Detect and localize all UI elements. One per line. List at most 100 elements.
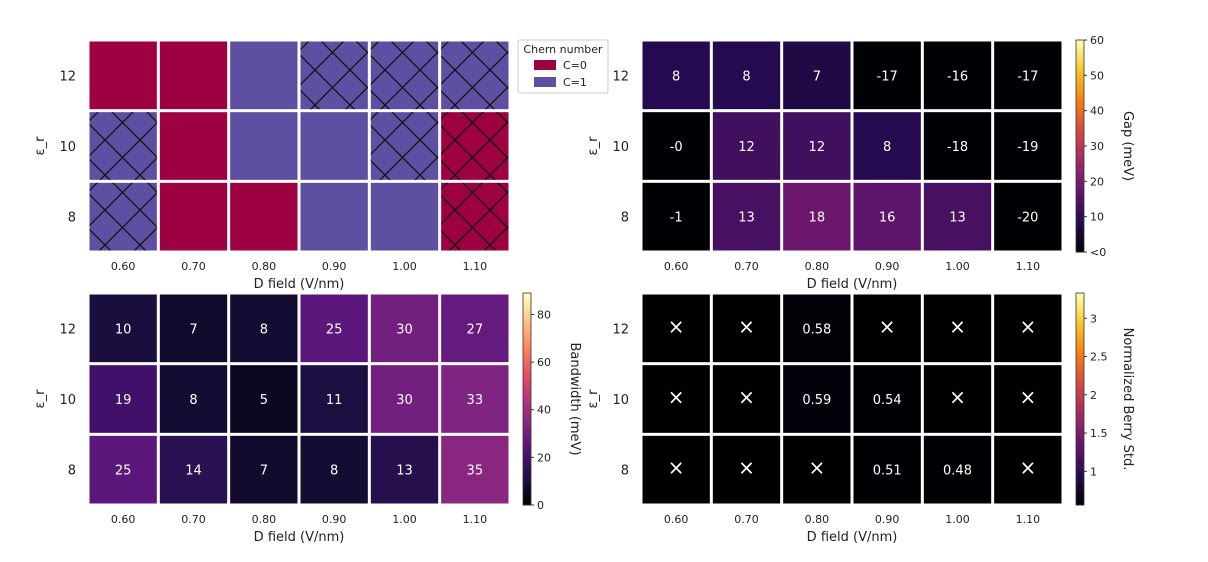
heatmap-cell	[370, 435, 439, 504]
cell-label: 7	[813, 69, 821, 84]
colorbar-segment	[523, 483, 531, 488]
cell-label: 35	[467, 464, 484, 479]
heatmap-cell	[853, 294, 921, 363]
x-tick-label: 1.00	[392, 260, 417, 273]
heatmap-cell	[159, 182, 228, 251]
colorbar-segment	[523, 314, 531, 319]
colorbar-segment	[1076, 497, 1084, 502]
heatmap-cell	[370, 365, 439, 433]
colorbar-segment	[1076, 490, 1084, 495]
heatmap-panel-2: 8 8 7 -17 -16 -17 -0 12 12 8 -18 -19 -1 13 18 16 13 -20 0.…	[586, 34, 1135, 292]
cell-label: 25	[326, 322, 343, 337]
colorbar-tick-label: 40	[537, 404, 551, 417]
colorbar-segment	[523, 328, 531, 333]
y-axis-label: ε_r	[33, 136, 48, 156]
colorbar-segment	[1076, 107, 1084, 112]
x-tick-label: 0.80	[805, 260, 830, 273]
colorbar-segment	[1076, 220, 1084, 225]
colorbar-segment	[523, 430, 531, 435]
x-tick-label: 0.60	[664, 513, 689, 526]
heatmap-cell	[642, 435, 710, 504]
hatch-overlay	[89, 112, 157, 180]
x-tick-label: 0.60	[111, 513, 136, 526]
heatmap-cell	[783, 294, 851, 363]
heatmap-cell	[923, 41, 992, 110]
cell-label: 0.48	[943, 464, 972, 479]
cell-label: 11	[326, 393, 343, 408]
cell-label: 10	[115, 322, 132, 337]
x-tick-label: 0.60	[111, 260, 136, 273]
colorbar-segment	[1076, 427, 1084, 432]
colorbar-segment	[523, 331, 531, 336]
colorbar-segment	[1076, 117, 1084, 122]
heatmap-cell	[370, 182, 439, 251]
cell-label: 12	[809, 140, 826, 155]
y-tick-label: 8	[621, 464, 629, 479]
cell-label: 33	[467, 393, 484, 408]
cell-label: -0	[670, 140, 683, 155]
cell-label: ×	[1019, 314, 1036, 338]
heatmap-cell	[441, 435, 509, 504]
y-tick-label: 12	[59, 322, 76, 337]
colorbar-segment	[1076, 300, 1084, 305]
colorbar-segment	[523, 360, 531, 365]
colorbar-segment	[1076, 462, 1084, 467]
heatmap-cell	[230, 41, 298, 110]
legend-swatch	[534, 60, 556, 70]
colorbar-segment	[523, 300, 531, 305]
y-tick-label: 10	[59, 140, 76, 155]
colorbar-segment	[1076, 409, 1084, 414]
colorbar-segment	[523, 448, 531, 453]
colorbar-segment	[1076, 146, 1084, 151]
cell-label: 8	[189, 393, 197, 408]
colorbar-segment	[1076, 317, 1084, 322]
heatmap-cell	[923, 435, 992, 504]
heatmap-cell	[994, 182, 1062, 251]
heatmap-cell	[994, 435, 1062, 504]
colorbar-segment	[523, 501, 531, 506]
heatmap-panel-4: × × 0.58 × × × × × 0.59 0.54 × × × × × 0.51 0.48 × 0.60 0.7…	[586, 292, 1135, 545]
colorbar-segment	[523, 353, 531, 358]
heatmap-cell	[642, 41, 710, 110]
colorbar-segment	[1076, 293, 1084, 298]
x-tick-label: 0.90	[322, 260, 347, 273]
y-tick-label: 10	[612, 393, 629, 408]
heatmap-cell	[994, 365, 1062, 433]
colorbar-segment	[1076, 128, 1084, 133]
colorbar-segment	[1076, 416, 1084, 421]
colorbar-segment	[1076, 296, 1084, 301]
colorbar-segment	[1076, 131, 1084, 136]
colorbar-tick-label: 10	[1090, 211, 1104, 224]
heatmap-cell	[712, 182, 781, 251]
colorbar-segment	[1076, 381, 1084, 386]
colorbar-segment	[1076, 346, 1084, 351]
y-tick-label: 10	[612, 140, 629, 155]
colorbar-segment	[523, 391, 531, 396]
colorbar-segment	[523, 487, 531, 492]
colorbar-segment	[1076, 237, 1084, 242]
cell-label: 16	[879, 211, 896, 226]
colorbar-segment	[1076, 388, 1084, 393]
heatmap-cell	[230, 294, 298, 363]
colorbar-segment	[1076, 50, 1084, 55]
heatmap-cell	[159, 112, 228, 180]
heatmap-cell	[159, 435, 228, 504]
colorbar-segment	[1076, 402, 1084, 407]
colorbar-segment	[523, 497, 531, 502]
colorbar-segment	[523, 437, 531, 442]
colorbar-segment	[1076, 188, 1084, 193]
heatmap-cell	[642, 182, 710, 251]
colorbar-segment	[1076, 149, 1084, 154]
colorbar-segment	[1076, 223, 1084, 228]
colorbar-segment	[1076, 64, 1084, 69]
colorbar-segment	[1076, 353, 1084, 358]
hatch-overlay	[370, 41, 439, 110]
colorbar-segment	[523, 395, 531, 400]
colorbar-segment	[1076, 413, 1084, 418]
colorbar-segment	[1076, 444, 1084, 449]
colorbar-segment	[523, 317, 531, 322]
colorbar-segment	[1076, 480, 1084, 485]
colorbar-segment	[1076, 455, 1084, 460]
colorbar-segment	[1076, 430, 1084, 435]
